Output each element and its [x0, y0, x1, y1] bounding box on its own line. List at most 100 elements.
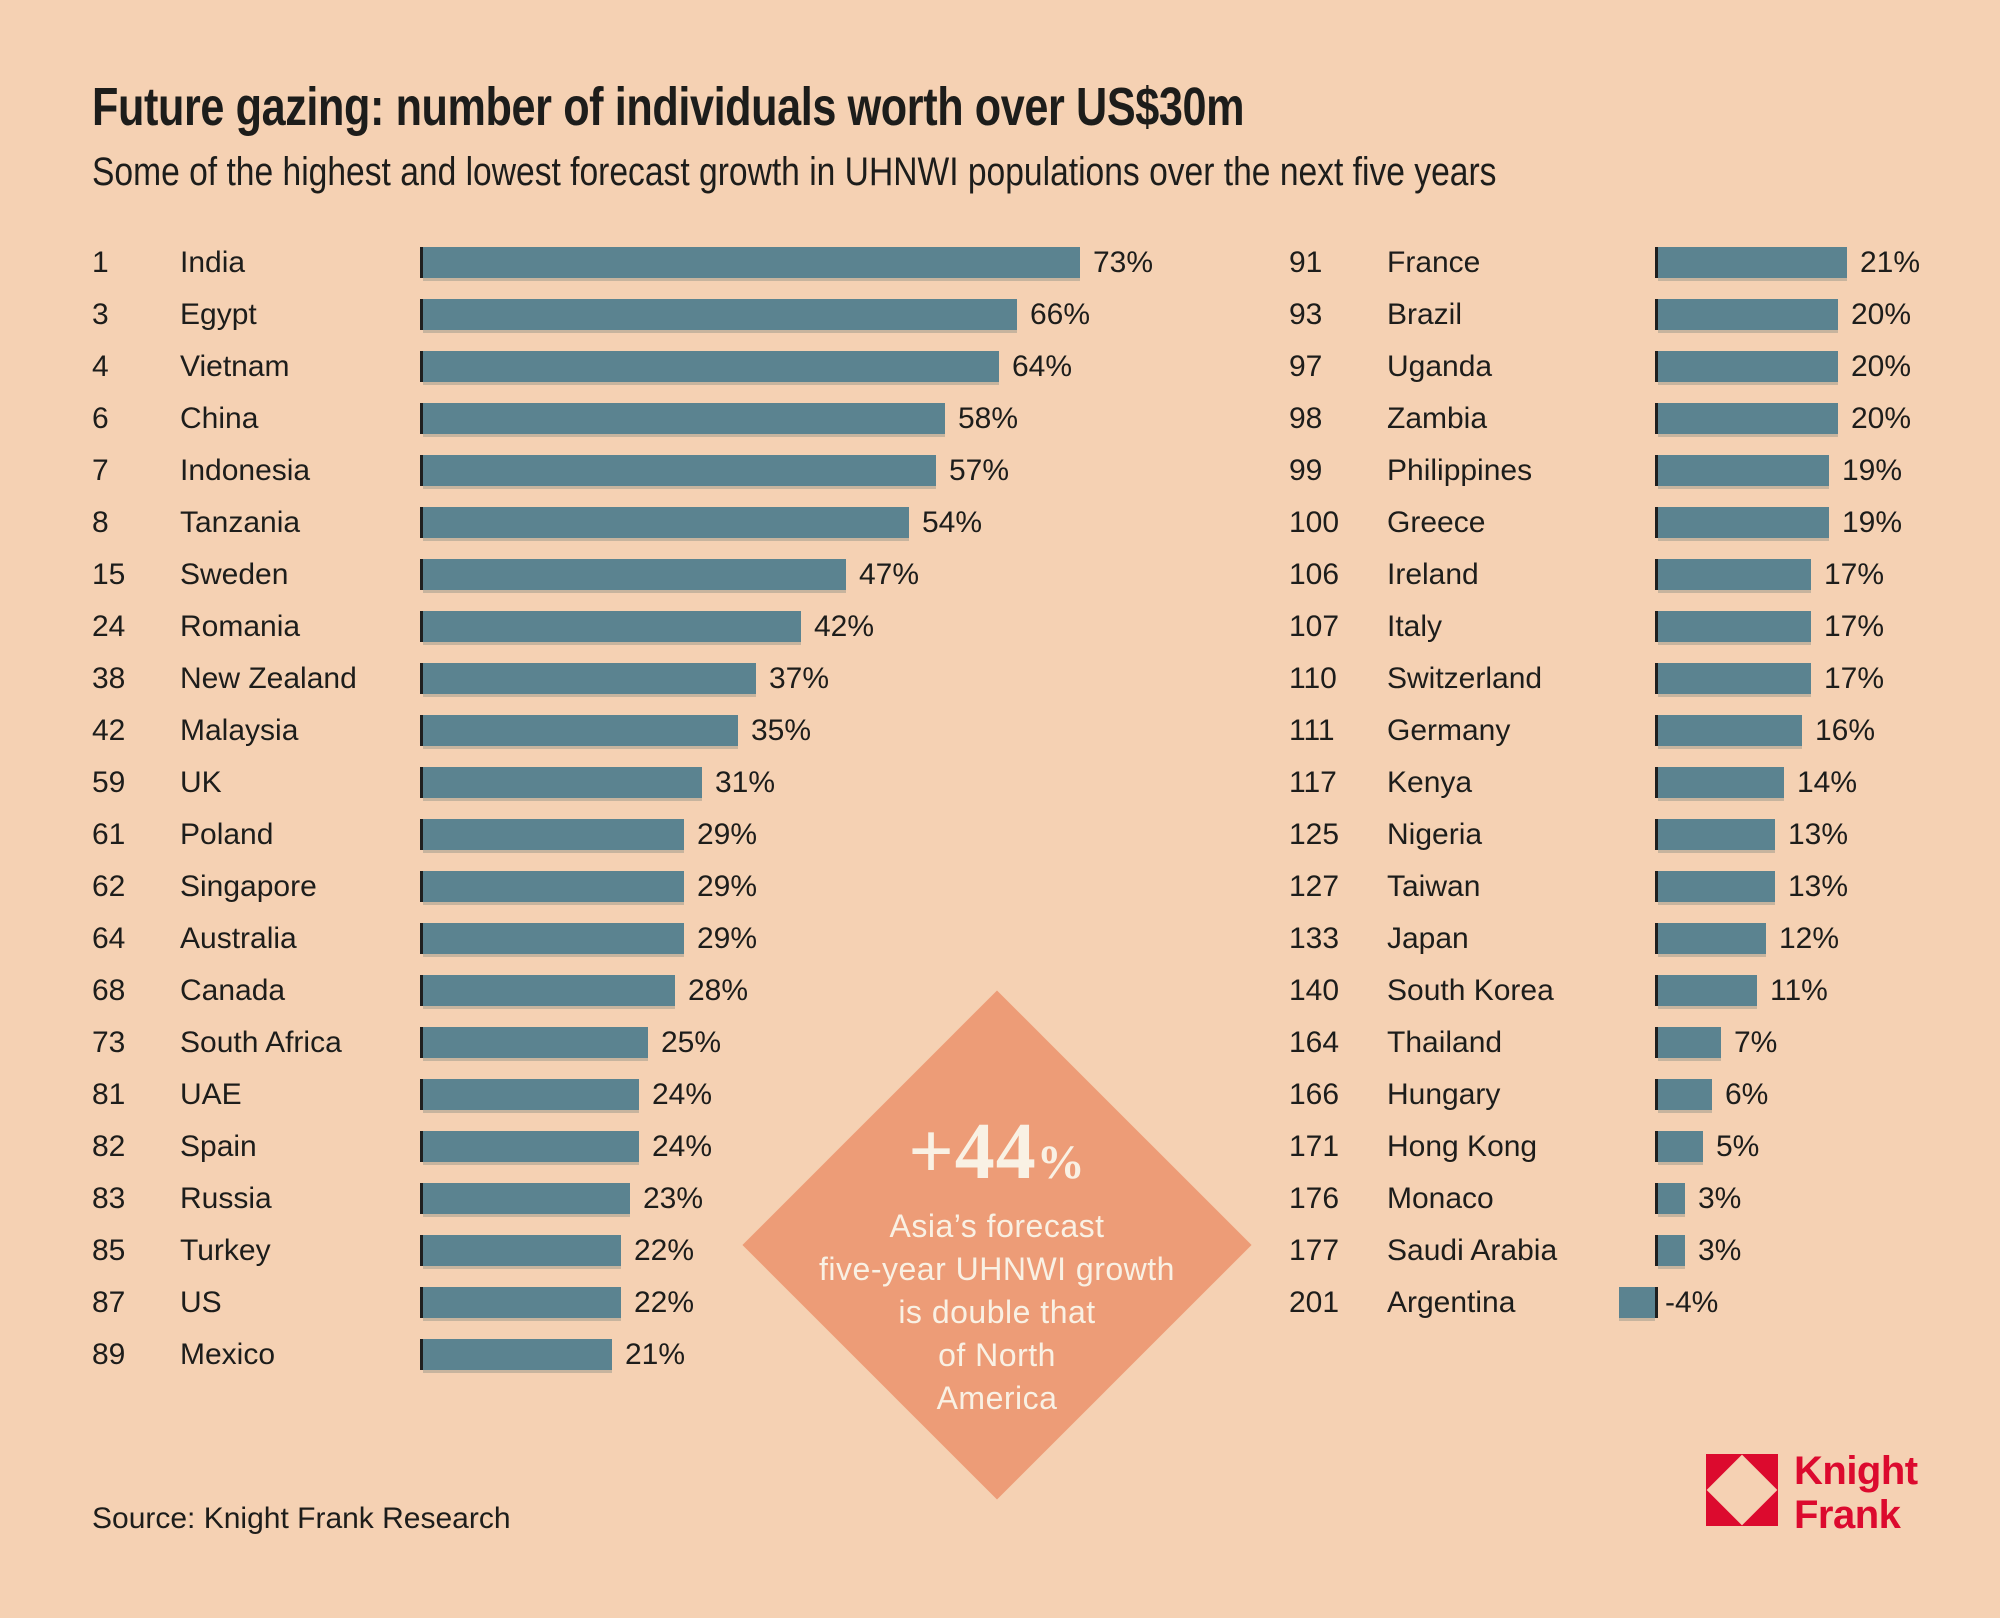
value-label: 31% — [715, 766, 776, 799]
bar-axis: 29% — [420, 923, 757, 954]
value-bar — [1658, 819, 1775, 850]
country-label: Kenya — [1387, 766, 1473, 799]
rank-label: 4 — [92, 350, 109, 383]
value-bar — [423, 611, 801, 642]
chart-row: 106 Ireland 17% — [1289, 559, 1920, 590]
country-label: Nigeria — [1387, 818, 1483, 851]
value-label: 23% — [643, 1182, 704, 1215]
country-label: Saudi Arabia — [1387, 1234, 1558, 1267]
country-label: New Zealand — [180, 662, 357, 695]
logo-line2: Frank — [1794, 1493, 1901, 1537]
bar-axis: 6% — [1655, 1079, 1768, 1110]
bar-axis: 13% — [1655, 871, 1848, 902]
country-label: UK — [180, 766, 222, 799]
value-label: 13% — [1788, 870, 1849, 903]
value-bar — [1658, 871, 1775, 902]
rank-label: 62 — [92, 870, 126, 903]
chart-row: 1 India 73% — [92, 247, 1153, 278]
bar-axis: 11% — [1655, 975, 1828, 1006]
bar-axis: 35% — [420, 715, 811, 746]
country-label: Sweden — [180, 558, 289, 591]
country-label: Italy — [1387, 610, 1443, 643]
callout-line: is double that — [898, 1294, 1096, 1330]
logo-line1: Knight — [1794, 1449, 1918, 1493]
value-bar — [1658, 611, 1811, 642]
chart-row: 8 Tanzania 54% — [92, 507, 1153, 538]
chart-row: 127 Taiwan 13% — [1289, 871, 1920, 902]
country-label: Spain — [180, 1130, 257, 1163]
value-label: 66% — [1030, 298, 1091, 331]
rank-label: 125 — [1289, 818, 1340, 851]
value-label: 64% — [1012, 350, 1073, 383]
bar-axis: 29% — [420, 819, 757, 850]
rank-label: 97 — [1289, 350, 1323, 383]
country-label: Uganda — [1387, 350, 1493, 383]
value-label: 28% — [688, 974, 749, 1007]
callout-line: five-year UHNWI growth — [819, 1251, 1175, 1287]
rank-label: 7 — [92, 454, 109, 487]
bar-axis: -4% — [1619, 1287, 1718, 1318]
value-label: 5% — [1716, 1130, 1760, 1163]
value-label: 47% — [859, 558, 920, 591]
country-label: Hungary — [1387, 1078, 1501, 1111]
bar-axis: 17% — [1655, 611, 1884, 642]
country-label: Mexico — [180, 1338, 276, 1371]
value-bar — [423, 247, 1080, 278]
country-label: US — [180, 1286, 222, 1319]
value-label: 73% — [1093, 246, 1154, 279]
country-label: Greece — [1387, 506, 1486, 539]
rank-label: 111 — [1289, 714, 1335, 747]
rank-label: 106 — [1289, 558, 1340, 591]
callout-text-block: +44% Asia’s forecast five-year UHNWI gro… — [777, 1110, 1217, 1420]
country-label: Australia — [180, 922, 297, 955]
bar-axis: 13% — [1655, 819, 1848, 850]
value-bar — [423, 1131, 639, 1162]
value-label: 11% — [1770, 974, 1828, 1007]
country-label: Philippines — [1387, 454, 1533, 487]
country-label: Zambia — [1387, 402, 1488, 435]
bar-axis: 19% — [1655, 455, 1902, 486]
value-label: 58% — [958, 402, 1019, 435]
value-label: 54% — [922, 506, 983, 539]
value-bar — [423, 1339, 612, 1370]
country-label: Monaco — [1387, 1182, 1494, 1215]
rank-label: 140 — [1289, 974, 1340, 1007]
value-bar — [423, 299, 1017, 330]
country-label: Switzerland — [1387, 662, 1543, 695]
value-label: 42% — [814, 610, 875, 643]
value-bar — [423, 455, 936, 486]
country-label: Poland — [180, 818, 274, 851]
rank-label: 73 — [92, 1026, 126, 1059]
rank-label: 8 — [92, 506, 109, 539]
value-label: 3% — [1698, 1234, 1742, 1267]
value-bar — [1658, 455, 1829, 486]
chart-row: 201 Argentina -4% — [1289, 1287, 1920, 1318]
chart-group-lowest: 91 France 21% 93 Brazil 20% 97 Uganda 20% 98 Zambi… — [1289, 247, 1920, 1339]
value-label: 20% — [1851, 350, 1912, 383]
chart-row: 38 New Zealand 37% — [92, 663, 1153, 694]
value-label: 6% — [1725, 1078, 1769, 1111]
country-label: Thailand — [1387, 1026, 1503, 1059]
rank-label: 133 — [1289, 922, 1340, 955]
chart-row: 42 Malaysia 35% — [92, 715, 1153, 746]
country-label: Canada — [180, 974, 286, 1007]
value-bar — [1658, 1183, 1685, 1214]
value-label: 14% — [1797, 766, 1858, 799]
callout-line: America — [936, 1380, 1058, 1416]
value-bar — [1658, 351, 1838, 382]
rank-label: 177 — [1289, 1234, 1340, 1267]
diamond-cutout — [1706, 1454, 1778, 1526]
bar-axis: 20% — [1655, 351, 1911, 382]
value-label: 24% — [652, 1078, 713, 1111]
country-label: China — [180, 402, 259, 435]
page-subtitle: Some of the highest and lowest forecast … — [92, 150, 1497, 194]
country-label: Singapore — [180, 870, 317, 903]
rank-label: 87 — [92, 1286, 126, 1319]
rank-label: 3 — [92, 298, 109, 331]
value-bar — [1658, 767, 1784, 798]
rank-label: 82 — [92, 1130, 126, 1163]
rank-label: 99 — [1289, 454, 1323, 487]
chart-row: 6 China 58% — [92, 403, 1153, 434]
bar-axis: 57% — [420, 455, 1009, 486]
chart-row: 85 Turkey 22% — [92, 1235, 1153, 1266]
